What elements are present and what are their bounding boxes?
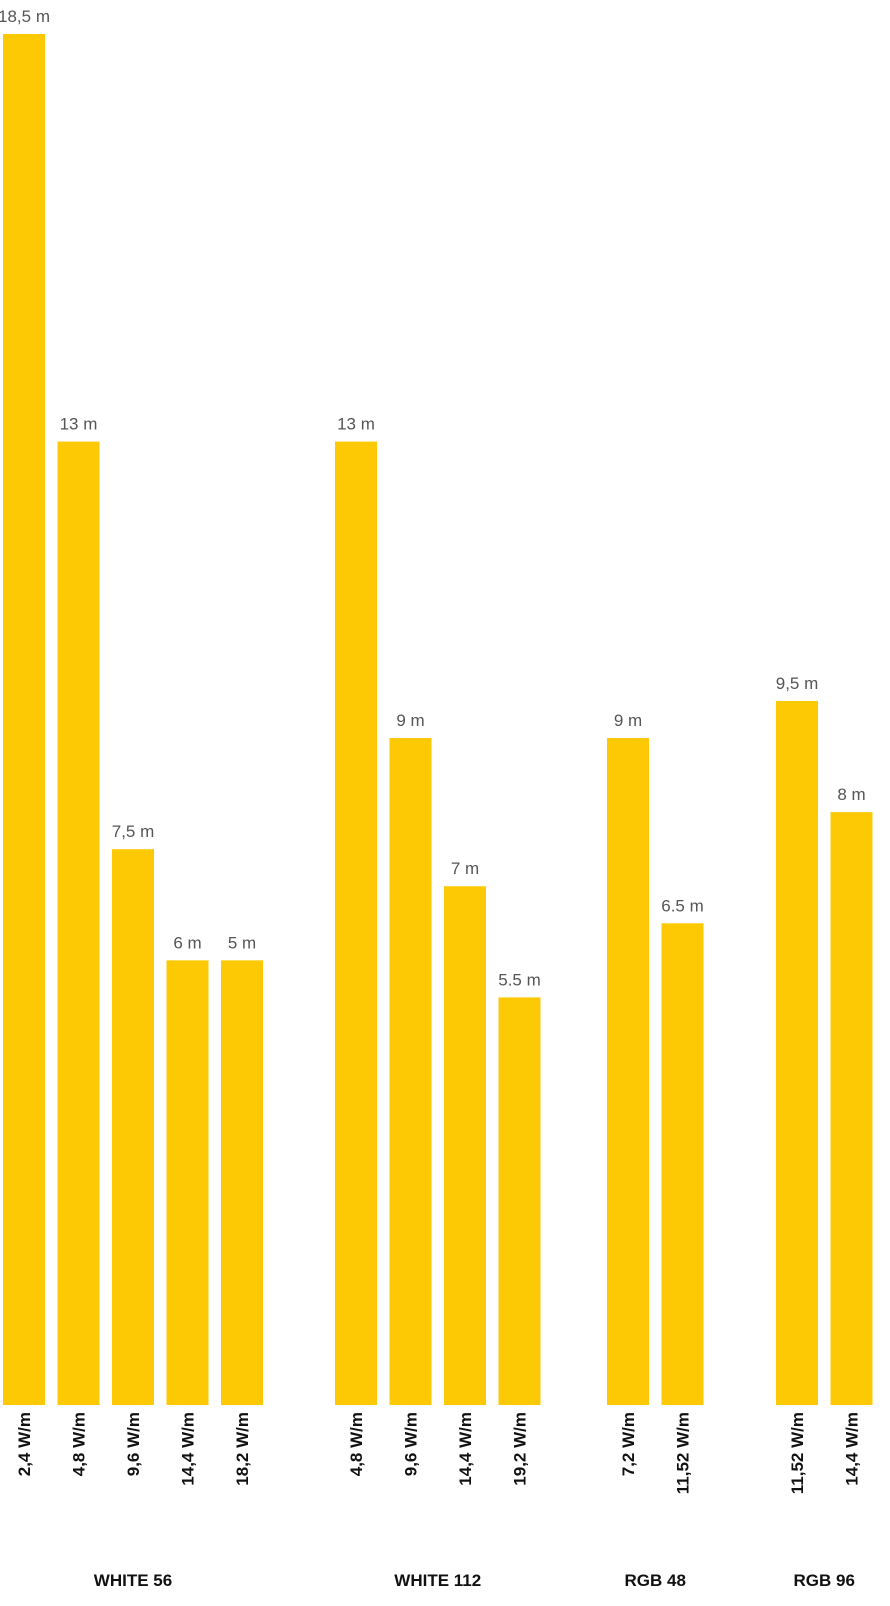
bar (444, 886, 486, 1405)
bar (661, 923, 704, 1405)
bar (389, 738, 432, 1405)
bar-value-label: 7,5 m (112, 822, 155, 841)
group-label: RGB 96 (794, 1571, 855, 1590)
x-tick-label: 14,4 W/m (456, 1412, 475, 1486)
bar-value-label: 5 m (228, 933, 256, 952)
x-tick-label: 2,4 W/m (15, 1412, 34, 1476)
bar-value-label: 9 m (614, 711, 642, 730)
bar (607, 738, 649, 1405)
group-label: WHITE 112 (394, 1571, 481, 1590)
bar (166, 960, 209, 1405)
bar-value-label: 8 m (837, 785, 865, 804)
x-tick-label: 9,6 W/m (124, 1412, 143, 1476)
x-tick-label: 4,8 W/m (347, 1412, 366, 1476)
x-tick-label: 7,2 W/m (619, 1412, 638, 1476)
bar (335, 441, 377, 1405)
x-tick-label: 11,52 W/m (788, 1412, 807, 1494)
bar-group: 18,5 m 2,4 W/m 13 m 4,8 W/m 7,5 m 9,6 W/m 6 m 1… (0, 7, 263, 1590)
x-tick-label: 19,2 W/m (511, 1412, 530, 1486)
x-tick-label: 14,4 W/m (843, 1412, 862, 1486)
bar-value-label: 5.5 m (498, 970, 541, 989)
bar-value-label: 13 m (337, 415, 375, 434)
x-tick-label: 11,52 W/m (674, 1412, 693, 1494)
bar-group: 9 m 7,2 W/m 6.5 m 11,52 W/m RGB 48 (607, 711, 704, 1590)
x-tick-label: 9,6 W/m (402, 1412, 421, 1476)
bar-value-label: 6 m (173, 933, 201, 952)
x-tick-label: 18,2 W/m (233, 1412, 252, 1486)
bar-group: 9,5 m 11,52 W/m 8 m 14,4 W/m RGB 96 (776, 674, 873, 1590)
bar (498, 997, 541, 1405)
bar-value-label: 18,5 m (0, 7, 50, 26)
bar (3, 34, 45, 1405)
bar-value-label: 13 m (60, 415, 98, 434)
bar-value-label: 9,5 m (776, 674, 819, 693)
group-label: RGB 48 (625, 1571, 686, 1590)
group-label: WHITE 56 (94, 1571, 172, 1590)
bar-group: 13 m 4,8 W/m 9 m 9,6 W/m 7 m 14,4 W/m 5.5 m 19,… (335, 415, 541, 1590)
bar (830, 812, 873, 1405)
bar-value-label: 9 m (396, 711, 424, 730)
bar (57, 441, 100, 1405)
bar (776, 700, 818, 1405)
x-tick-label: 4,8 W/m (70, 1412, 89, 1476)
bar-value-label: 6.5 m (661, 896, 704, 915)
bar (221, 960, 263, 1405)
bar (112, 849, 154, 1405)
x-tick-label: 14,4 W/m (179, 1412, 198, 1486)
bar-value-label: 7 m (451, 859, 479, 878)
